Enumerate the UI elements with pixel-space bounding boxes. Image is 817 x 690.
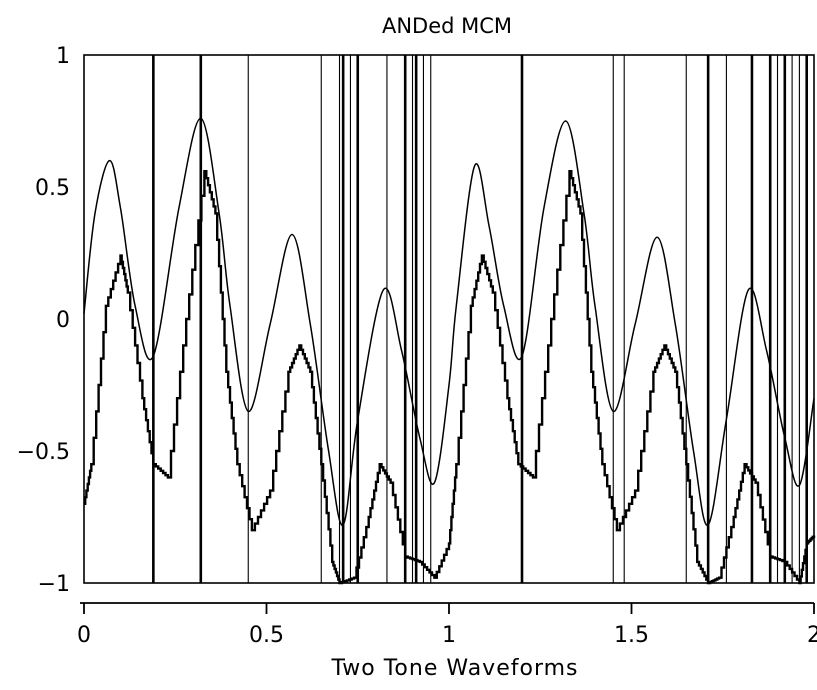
y-tick-label-1: 0.5 [35,176,70,201]
series-line-0 [83,117,815,526]
x-tick-label-3: 1.5 [614,623,649,648]
y-tick-label-3: −0.5 [17,440,70,465]
y-tick-label-4: −1 [38,572,70,597]
y-tick-label-0: 1 [56,44,70,69]
series-line-1 [84,170,816,585]
series-group [83,117,816,585]
vertical-lines [152,55,809,583]
y-tick-label-2: 0 [56,308,70,333]
x-axis-label: Two Tone Waveforms [330,656,578,681]
x-tick-label-4: 2 [807,623,817,648]
x-ticks: 0 0.5 1 1.5 2 [77,603,817,648]
y-ticks: 1 0.5 0 −0.5 −1 [17,44,70,597]
plot-area-frame [83,54,815,584]
x-tick-label-0: 0 [77,623,91,648]
x-tick-label-2: 1 [442,623,456,648]
chart-title: ANDed MCM [382,14,512,38]
x-tick-label-1: 0.5 [249,623,284,648]
